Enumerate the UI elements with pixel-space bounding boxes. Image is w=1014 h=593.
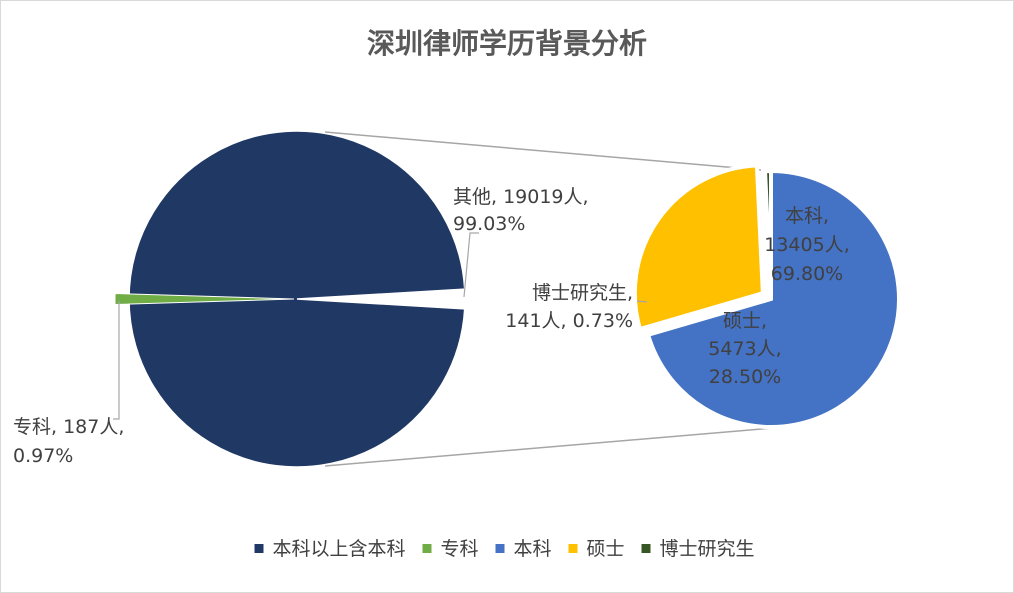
data-label-above_bachelor: 其他, 19019人, 99.03% [453, 186, 589, 235]
data-labels: 其他, 19019人, 99.03% 专科, 187人, 0.97% 本科, 13405人… [13, 186, 850, 467]
primary-pie [114, 130, 466, 468]
leader-line-other [463, 232, 479, 298]
pie-slice-bachelor [646, 169, 901, 429]
legend-label: 硕士 [587, 538, 625, 560]
legend-marker [254, 544, 264, 553]
connector-line-top [324, 131, 762, 171]
legend-item: 本科以上含本科 [254, 538, 406, 560]
secondary-pie [632, 163, 901, 429]
legend-item: 本科 [495, 538, 552, 560]
legend-item: 硕士 [568, 538, 625, 560]
data-label-bachelor: 本科, 13405人, 69.80% [764, 205, 849, 285]
connector-line-bottom [324, 427, 774, 467]
legend-label: 本科 [514, 538, 552, 560]
connector-lines [324, 131, 774, 467]
legend-marker [422, 544, 432, 553]
data-label-junior_college: 专科, 187人, 0.97% [13, 416, 124, 467]
pie-slice-junior_college [114, 293, 295, 305]
data-label-phd: 博士研究生, 141人, 0.73% [505, 282, 633, 332]
legend-label: 专科 [441, 538, 479, 560]
legend-item: 专科 [422, 538, 479, 560]
legend-label: 博士研究生 [660, 538, 755, 560]
chart-title: 深圳律师学历背景分析 [367, 27, 647, 60]
pie-slice-phd [763, 169, 773, 301]
legend-marker [495, 544, 505, 553]
data-label-master: 硕士, 5473人, 28.50% [708, 310, 781, 388]
leader-line-phd [636, 300, 648, 303]
legend-item: 博士研究生 [641, 538, 755, 560]
leader-line-junior-college [113, 301, 120, 420]
legend-marker [568, 544, 578, 553]
pie-slice-master [632, 163, 765, 332]
legend-marker [641, 544, 651, 553]
legend-label: 本科以上含本科 [273, 538, 406, 560]
legend: 本科以上含本科 专科 本科 硕士 博士研究生 [254, 538, 755, 560]
